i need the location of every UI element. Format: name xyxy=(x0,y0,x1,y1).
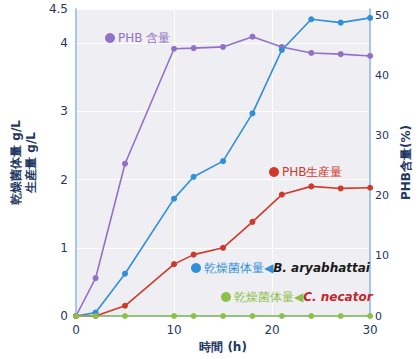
svg-text:生産量 g/L: 生産量 g/L xyxy=(24,132,38,194)
svg-text:30: 30 xyxy=(375,129,389,142)
svg-text:0: 0 xyxy=(72,323,80,337)
svg-text:乾燥菌体量◀: 乾燥菌体量◀ xyxy=(234,290,304,304)
svg-text:20: 20 xyxy=(264,323,279,337)
svg-text:10: 10 xyxy=(166,323,181,337)
svg-text:10: 10 xyxy=(375,249,389,262)
svg-text:PHB 含量: PHB 含量 xyxy=(118,31,170,45)
svg-text:20: 20 xyxy=(375,189,389,202)
svg-text:PHB生産量: PHB生産量 xyxy=(282,165,343,179)
svg-text:40: 40 xyxy=(375,69,389,82)
svg-text:4: 4 xyxy=(60,36,68,50)
svg-text:PHB含量(%): PHB含量(%) xyxy=(399,125,413,200)
svg-text:1: 1 xyxy=(60,241,68,255)
svg-text:30: 30 xyxy=(362,323,377,337)
svg-text:時間 (h): 時間 (h) xyxy=(199,340,247,354)
svg-text:2: 2 xyxy=(60,173,68,187)
svg-text:0: 0 xyxy=(60,309,68,323)
svg-text:4.5: 4.5 xyxy=(49,2,68,16)
svg-text:0: 0 xyxy=(375,310,382,323)
svg-text:C. necator: C. necator xyxy=(303,290,373,304)
svg-text:3: 3 xyxy=(60,104,68,118)
svg-text:乾燥菌体量 g/L: 乾燥菌体量 g/L xyxy=(9,120,23,205)
svg-text:50: 50 xyxy=(375,9,389,22)
svg-text:乾燥菌体量◀: 乾燥菌体量◀ xyxy=(204,261,274,275)
svg-text:B. aryabhattai: B. aryabhattai xyxy=(273,261,371,275)
